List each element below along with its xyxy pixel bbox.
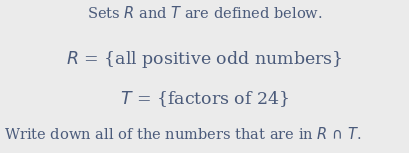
- Text: Sets $\mathit{R}$ and $\mathit{T}$ are defined below.: Sets $\mathit{R}$ and $\mathit{T}$ are d…: [87, 5, 322, 21]
- Text: $\mathit{T}$ = {factors of 24}: $\mathit{T}$ = {factors of 24}: [120, 89, 289, 108]
- Text: $\mathit{R}$ = {all positive odd numbers}: $\mathit{R}$ = {all positive odd numbers…: [66, 49, 343, 70]
- Text: Write down all of the numbers that are in $\mathit{R}$ $\cap$ $\mathit{T}$.: Write down all of the numbers that are i…: [4, 126, 362, 142]
